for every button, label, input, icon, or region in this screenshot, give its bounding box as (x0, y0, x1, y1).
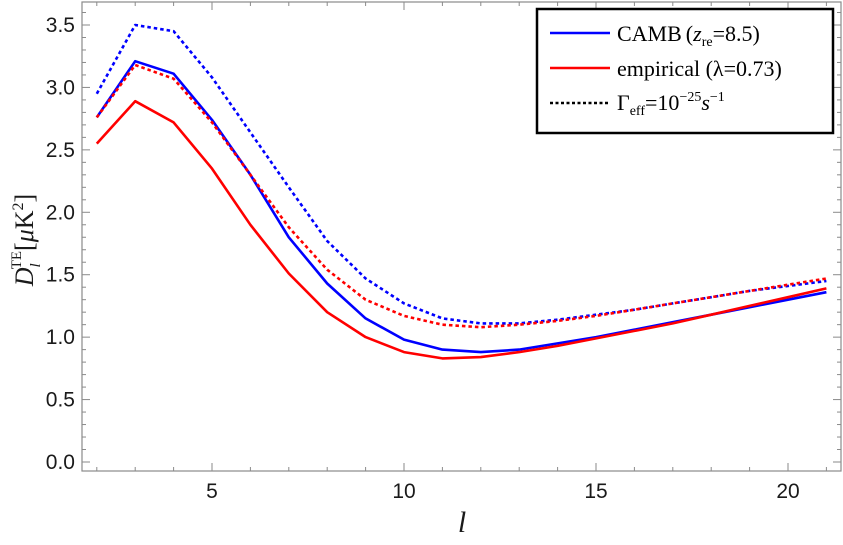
plot-frame (81, 1, 842, 472)
legend-item-gamma: Γeff=10−25s−1 (550, 90, 725, 119)
data-series (95, 23, 827, 360)
legend-label-empirical: empirical (λ=0.73) (617, 56, 782, 81)
x-axis-title: l (458, 506, 466, 539)
y-axis-title: DlTE[μK2] (9, 194, 44, 287)
legend-item-empirical: empirical (λ=0.73) (550, 56, 782, 81)
legend-box (535, 7, 835, 135)
svg-text:DlTE[μK2]: DlTE[μK2] (9, 194, 44, 287)
y-tick-label: 1.5 (46, 264, 75, 287)
x-tick-label: 10 (392, 480, 415, 503)
y-tick-label: 0.0 (46, 451, 75, 474)
y-tick-label: 3.5 (46, 14, 75, 37)
y-tick-label: 2.0 (46, 201, 75, 224)
legend: CAMB (zre=8.5) empirical (λ=0.73) Γeff=10… (535, 7, 835, 135)
legend-item-camb: CAMB (zre=8.5) (550, 21, 760, 50)
x-tick-label: 20 (776, 480, 799, 503)
legend-label-camb: CAMB (zre=8.5) (617, 21, 760, 50)
y-tick-label: 2.5 (46, 139, 75, 162)
x-tick-label: 15 (584, 480, 607, 503)
series-line-dashed-blue (95, 23, 827, 325)
series-line-solid-red (95, 99, 827, 360)
legend-label-gamma: Γeff=10−25s−1 (617, 90, 725, 119)
y-tick-label: 1.0 (46, 326, 75, 349)
y-tick-label: 3.0 (46, 76, 75, 99)
x-tick-label: 5 (206, 480, 218, 503)
axis-ticks: 0.0 0.5 1.0 1.5 2.0 2.5 3.0 3.5 5 10 15 20 (46, 2, 841, 503)
y-tick-label: 0.5 (46, 389, 75, 412)
